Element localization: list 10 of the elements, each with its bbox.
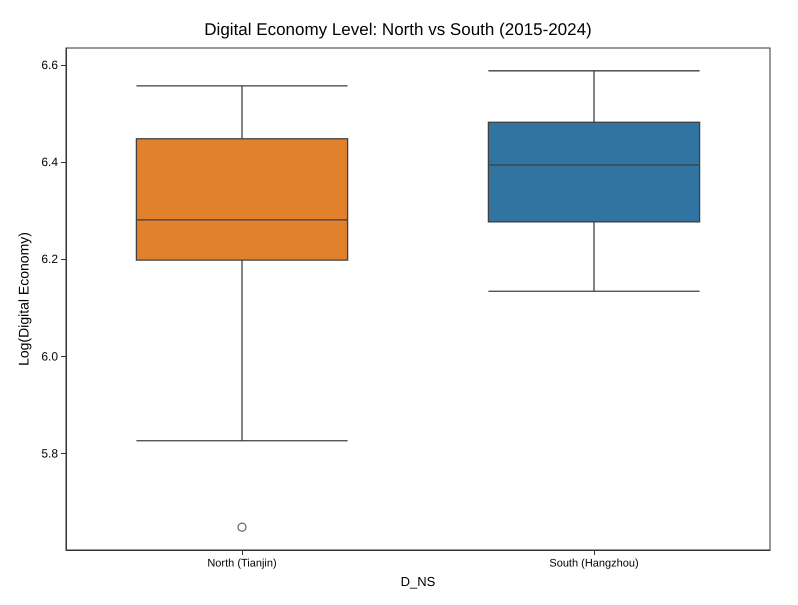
chart-title: Digital Economy Level: North vs South (2015-2024) bbox=[204, 20, 592, 39]
y-tick-label: 6.4 bbox=[41, 155, 58, 170]
y-tick-label: 6.6 bbox=[41, 58, 58, 72]
y-axis-title: Log(Digital Economy) bbox=[15, 232, 32, 366]
y-tick-label: 6.2 bbox=[41, 252, 58, 266]
y-tick-label: 6.0 bbox=[41, 349, 58, 364]
x-tick-label: North (Tianjin) bbox=[207, 558, 277, 570]
x-tick-label: South (Hangzhou) bbox=[549, 558, 639, 570]
y-tick-label: 5.8 bbox=[41, 446, 58, 460]
x-axis-title: D_NS bbox=[400, 574, 436, 589]
